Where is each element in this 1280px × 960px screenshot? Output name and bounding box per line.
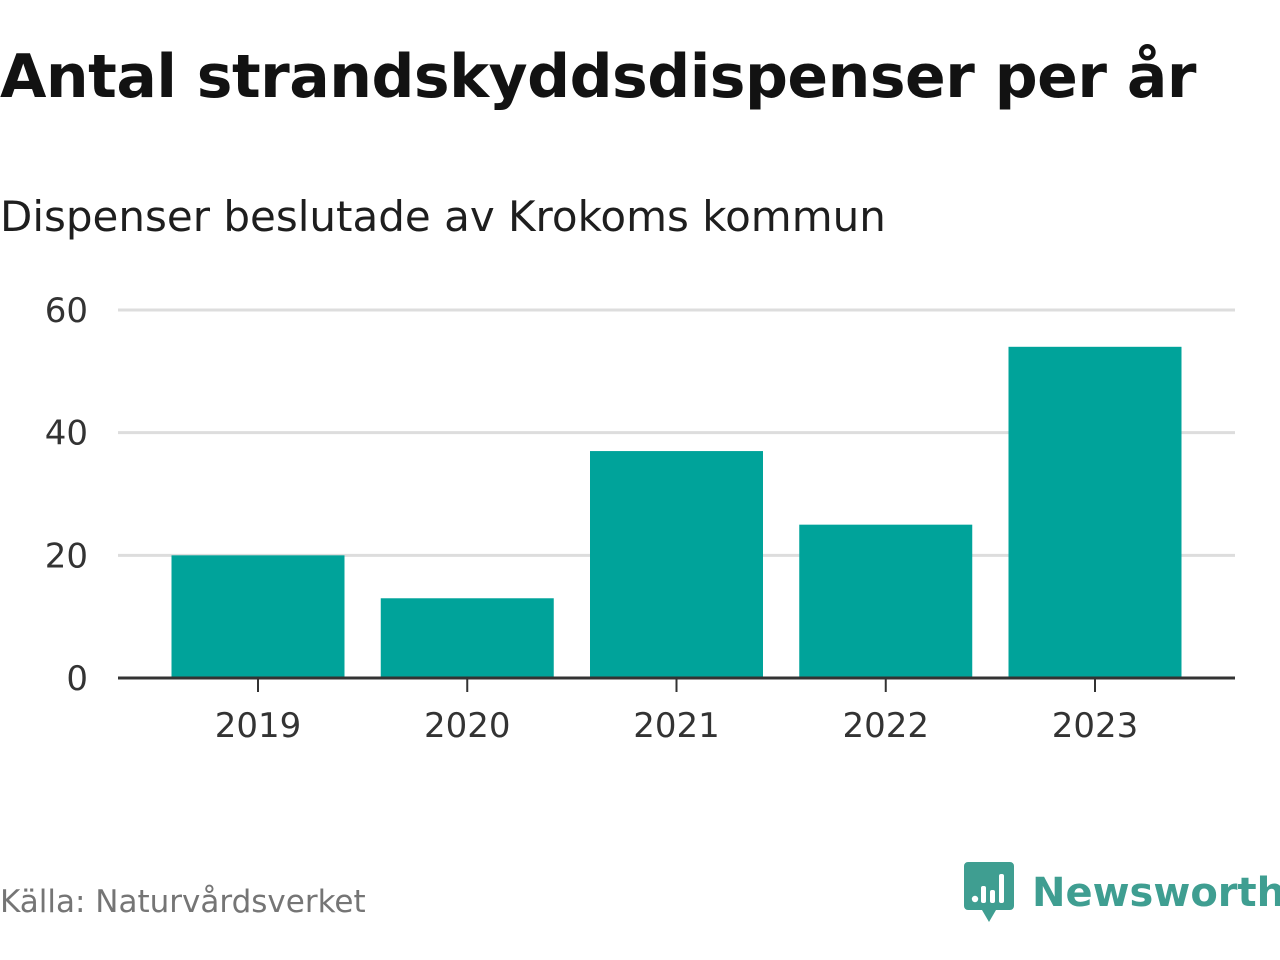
brand-name: Newsworthy (1032, 870, 1280, 916)
bar-2020 (380, 598, 554, 678)
bars (171, 346, 1182, 678)
brand-logo: Newsworthy (964, 862, 1280, 924)
bar-2022 (799, 524, 973, 678)
y-tick-label: 20 (45, 536, 88, 576)
bar-2023 (1008, 346, 1182, 678)
y-tick-label: 60 (45, 291, 88, 331)
y-tick-label: 40 (45, 414, 88, 454)
bar-2019 (171, 555, 345, 678)
x-tick-label: 2021 (633, 706, 720, 746)
chart-title: Antal strandskyddsdispenser per år (0, 42, 1196, 112)
x-axis-ticks: 2019 2020 2021 2022 2023 (215, 678, 1139, 746)
x-tick-label: 2020 (424, 706, 511, 746)
x-tick-label: 2022 (842, 706, 929, 746)
source-note: Källa: Naturvårdsverket (0, 884, 366, 920)
x-tick-label: 2019 (215, 706, 302, 746)
chart-subtitle: Dispenser beslutade av Krokoms kommun (0, 192, 886, 241)
newsworthy-logo-icon (964, 862, 1014, 922)
y-tick-label: 0 (66, 659, 88, 699)
bar-2021 (590, 451, 763, 678)
x-tick-label: 2023 (1052, 706, 1139, 746)
y-axis-ticks: 0 20 40 60 (45, 291, 88, 699)
